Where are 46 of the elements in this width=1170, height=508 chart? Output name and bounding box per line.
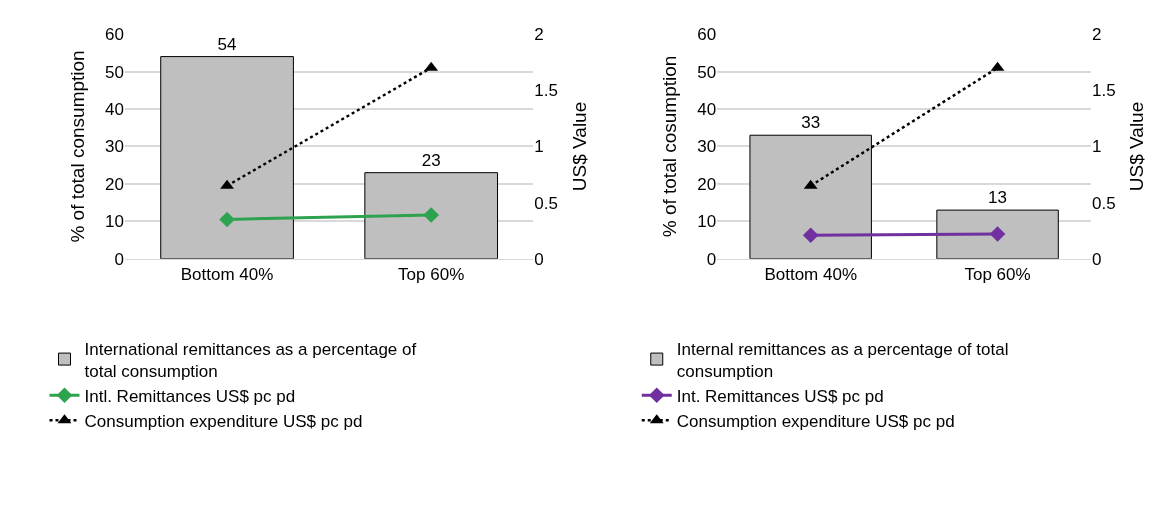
data-label: 13: [988, 188, 1008, 208]
y-tick-label: 50: [697, 62, 717, 82]
y2-tick-label: 2: [534, 25, 544, 45]
y-tick-label: 10: [697, 212, 717, 232]
y-tick-label: 20: [105, 174, 124, 194]
x-tick-label: Bottom 40%: [764, 265, 857, 285]
x-tick-label: Top 60%: [398, 265, 465, 285]
y-tick-label: 10: [105, 212, 124, 232]
y-axis-title: % of total consumption: [66, 50, 88, 243]
y2-tick-label: 1: [1092, 137, 1102, 157]
y2-tick-label: 2: [1092, 25, 1102, 45]
data-label: 54: [217, 34, 237, 54]
y2-axis-title: US$ Value: [1126, 101, 1148, 192]
point: [423, 207, 439, 223]
y2-tick-label: 0: [1092, 249, 1102, 269]
y2-tick-label: 1: [534, 137, 544, 157]
y2-tick-label: 0.5: [534, 193, 558, 213]
x-tick-label: Top 60%: [964, 265, 1031, 285]
x-tick-label: Bottom 40%: [180, 265, 274, 285]
y-tick-label: 50: [105, 62, 124, 82]
y-tick-label: 60: [105, 25, 124, 45]
y-tick-label: 0: [114, 249, 124, 269]
data-label: 33: [801, 113, 821, 133]
legend-label: Intl. Remittances US$ pc pd: [84, 386, 296, 406]
y2-axis-title: US$ Value: [568, 101, 590, 192]
y-tick-label: 30: [105, 137, 124, 157]
y-tick-label: 0: [706, 249, 717, 269]
y-tick-label: 40: [697, 99, 717, 119]
y-axis-title: % of total cosumption: [659, 55, 681, 238]
data-label: 23: [421, 150, 441, 170]
legend-label: Consumption expenditure US$ pc pd: [84, 411, 363, 431]
y2-tick-label: 1.5: [534, 81, 558, 101]
y-tick-label: 40: [105, 99, 124, 119]
point: [219, 211, 235, 228]
legend-label: Int. Remittances US$ pc pd: [676, 386, 884, 406]
point: [802, 227, 819, 243]
y-tick-label: 20: [697, 174, 717, 194]
legend-label: International remittances as a percentage of total consumption: [84, 339, 417, 381]
y2-tick-label: 0.5: [1092, 193, 1116, 213]
y-tick-label: 30: [697, 137, 717, 157]
y2-tick-label: 1.5: [1092, 81, 1116, 101]
legend-label: Consumption expenditure US$ pc pd: [676, 411, 955, 431]
y-tick-label: 60: [697, 25, 717, 45]
point: [989, 226, 1006, 242]
y2-tick-label: 0: [534, 249, 544, 269]
legend-label: Internal remittances as a percentage of total consumption: [676, 339, 1009, 381]
